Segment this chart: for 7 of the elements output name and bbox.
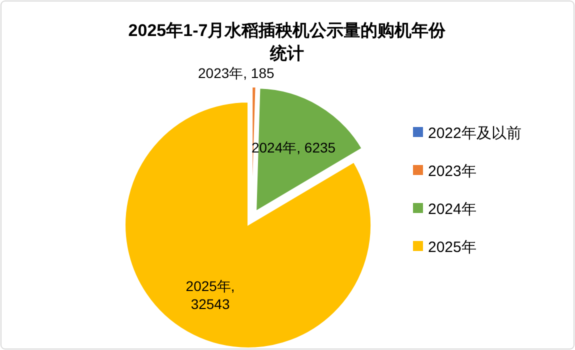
data-label: 2023年, 185 (198, 65, 275, 82)
legend-label: 2022年及以前 (428, 125, 522, 142)
legend-label: 2023年 (428, 163, 476, 180)
data-label: 2025年, 32543 (186, 278, 235, 312)
chart-title: 2025年1-7月水稻插秧机公示量的购机年份统计 (128, 21, 447, 63)
legend-label: 2025年 (428, 239, 476, 256)
legend-label: 2024年 (428, 201, 476, 218)
